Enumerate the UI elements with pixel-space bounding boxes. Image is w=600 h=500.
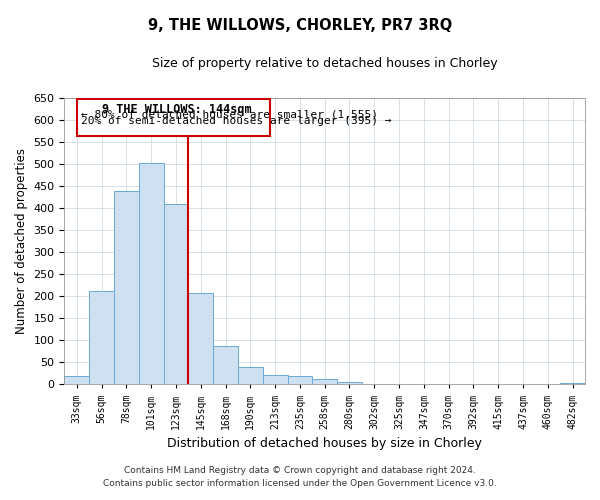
Bar [337,382,362,384]
X-axis label: Distribution of detached houses by size in Chorley: Distribution of detached houses by size … [167,437,482,450]
Title: Size of property relative to detached houses in Chorley: Size of property relative to detached ho… [152,58,497,70]
Bar [560,383,585,384]
Bar [64,376,89,384]
Bar [287,376,313,384]
Text: 9, THE WILLOWS, CHORLEY, PR7 3RQ: 9, THE WILLOWS, CHORLEY, PR7 3RQ [148,18,452,32]
Bar [313,379,337,384]
Bar [238,367,263,384]
Bar [263,374,287,384]
Bar [114,192,139,384]
Y-axis label: Number of detached properties: Number of detached properties [15,148,28,334]
Bar [164,204,188,384]
Bar [213,346,238,385]
Bar [139,163,164,384]
Bar [188,293,213,384]
Bar [89,290,114,384]
Text: 9 THE WILLOWS: 144sqm: 9 THE WILLOWS: 144sqm [103,104,252,117]
Text: ← 80% of detached houses are smaller (1,555): ← 80% of detached houses are smaller (1,… [80,110,377,120]
Bar [77,99,270,136]
Text: 20% of semi-detached houses are larger (395) →: 20% of semi-detached houses are larger (… [80,116,391,126]
Text: Contains HM Land Registry data © Crown copyright and database right 2024.
Contai: Contains HM Land Registry data © Crown c… [103,466,497,487]
